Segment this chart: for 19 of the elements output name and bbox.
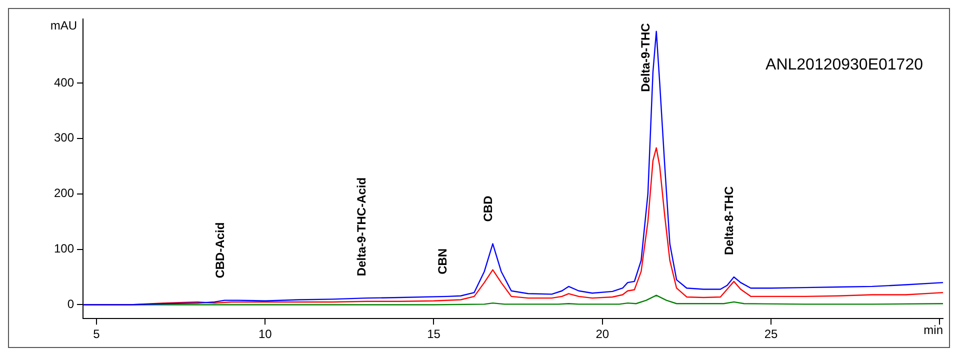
y-tick-label: 300 — [54, 130, 74, 145]
x-axis-title: min — [924, 322, 943, 337]
annotation: CBN — [436, 248, 450, 274]
annotation: ANL20120930E01720 — [766, 56, 924, 74]
x-tick-label: 25 — [764, 327, 778, 342]
y-tick-label: 400 — [54, 75, 74, 90]
annotation: Delta-9-THC — [638, 22, 653, 92]
x-tick-label: 5 — [93, 327, 100, 342]
y-tick-label: 0 — [67, 297, 74, 312]
x-tick-label: 15 — [427, 327, 441, 342]
x-tick-label: 10 — [258, 327, 272, 342]
y-tick-label: 100 — [54, 242, 74, 256]
annotation: CBD — [481, 195, 496, 222]
annotation: Delta-8-THC — [722, 186, 736, 256]
y-axis-title: mAU — [50, 18, 77, 33]
y-tick-label: 200 — [54, 186, 74, 200]
annotation: Delta-9-THC-Acid — [354, 177, 369, 276]
x-tick-label: 20 — [596, 327, 610, 342]
annotation: CBD-Acid — [212, 222, 227, 278]
